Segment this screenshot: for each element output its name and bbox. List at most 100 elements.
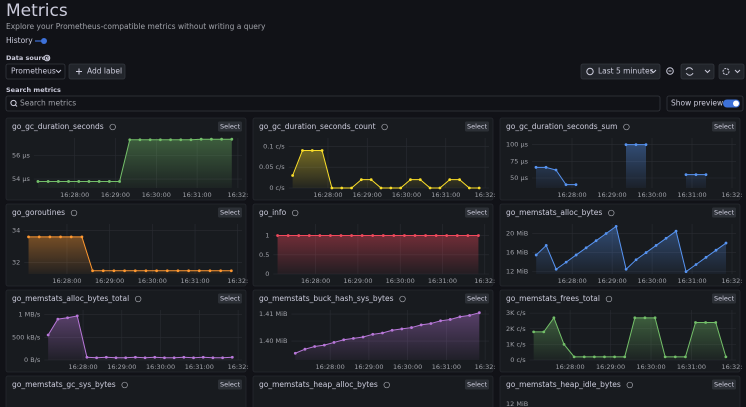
y-tick-label: 1K c/s bbox=[506, 340, 526, 348]
data-point bbox=[133, 269, 137, 273]
data-point bbox=[544, 244, 548, 247]
info-icon bbox=[381, 123, 388, 131]
data-point bbox=[704, 255, 708, 259]
toggle-knob bbox=[733, 100, 739, 107]
select-button[interactable] bbox=[712, 207, 736, 218]
info-icon bbox=[626, 381, 633, 389]
y-tick-label: 34 bbox=[12, 226, 20, 234]
y-tick-label: 20 MiB bbox=[506, 230, 528, 238]
select-button[interactable] bbox=[218, 207, 242, 218]
metric-panel: go_memstats_gc_sys_bytes Select bbox=[5, 375, 247, 407]
data-point bbox=[572, 355, 576, 359]
data-point bbox=[27, 235, 30, 239]
data-point bbox=[564, 183, 568, 187]
data-point bbox=[189, 138, 193, 142]
data-point bbox=[714, 321, 718, 324]
x-tick-label: 16:32: bbox=[475, 191, 496, 199]
data-point bbox=[466, 234, 470, 237]
add-label-button[interactable] bbox=[68, 63, 126, 80]
data-point bbox=[361, 335, 365, 339]
data-point bbox=[209, 137, 213, 141]
select-button[interactable] bbox=[712, 121, 736, 132]
data-point bbox=[694, 263, 698, 266]
x-tick-label: 16:28:00 bbox=[52, 277, 81, 285]
panel-title: go_gc_duration_seconds_sum bbox=[506, 122, 617, 131]
panel-title: go_goroutines bbox=[12, 208, 65, 217]
chevron bbox=[650, 69, 657, 74]
select-button[interactable] bbox=[465, 379, 489, 390]
y-tick-label: 12 MiB bbox=[506, 268, 528, 276]
info-icon bbox=[121, 381, 128, 389]
data-point bbox=[534, 253, 538, 257]
data-point bbox=[381, 331, 384, 335]
data-point bbox=[673, 355, 677, 359]
data-point bbox=[554, 168, 558, 172]
metric-panel: go_memstats_heap_alloc_bytes Select bbox=[252, 375, 494, 407]
data-point bbox=[329, 234, 332, 237]
data-point bbox=[143, 356, 147, 360]
x-tick-label: 16:29:00 bbox=[101, 191, 130, 199]
metric-panel: go_memstats_heap_idle_bytes Select 12 MiB bbox=[499, 375, 741, 407]
select-button[interactable] bbox=[218, 121, 242, 132]
data-point bbox=[389, 186, 393, 190]
x-tick-label: 16:28:00 bbox=[555, 363, 584, 371]
data-point bbox=[448, 318, 452, 321]
data-point bbox=[291, 174, 295, 177]
x-tick-label: 16:29:00 bbox=[596, 363, 625, 371]
data-source-picker[interactable] bbox=[5, 63, 66, 80]
x-tick-label: 16:31:00 bbox=[677, 277, 706, 285]
y-tick-label: 0.1 c/s bbox=[263, 142, 285, 150]
select-text: Select bbox=[220, 123, 241, 131]
series-line bbox=[47, 315, 233, 359]
data-point bbox=[163, 356, 166, 360]
x-tick-label: 16:30:00 bbox=[637, 277, 666, 285]
data-point bbox=[297, 234, 301, 237]
data-point bbox=[36, 180, 40, 183]
history-button[interactable] bbox=[41, 38, 47, 44]
select-button[interactable] bbox=[712, 293, 736, 304]
metric-panel: go_memstats_frees_total Select 3K c/s 2K c/… bbox=[499, 289, 742, 373]
y-tick-label: 0 c/s bbox=[269, 184, 285, 192]
x-tick-label: 16:29:00 bbox=[343, 277, 372, 285]
data-point bbox=[332, 341, 336, 344]
settings-button[interactable] bbox=[718, 63, 745, 80]
data-point bbox=[104, 355, 108, 359]
data-point bbox=[418, 178, 422, 182]
search-input[interactable] bbox=[5, 95, 661, 112]
data-point bbox=[434, 234, 438, 237]
select-button[interactable] bbox=[218, 379, 242, 390]
select-text: Select bbox=[714, 295, 735, 303]
panel-title: go_memstats_alloc_bytes bbox=[506, 208, 602, 217]
select-button[interactable] bbox=[712, 379, 736, 390]
x-tick-label: 16:32: bbox=[721, 363, 742, 371]
select-text: Select bbox=[467, 381, 488, 389]
select-button[interactable] bbox=[218, 293, 242, 304]
x-tick-label: 16:30:00 bbox=[386, 277, 415, 285]
time-picker[interactable] bbox=[580, 63, 661, 80]
data-point bbox=[552, 316, 556, 320]
data-point bbox=[445, 234, 449, 237]
select-button[interactable] bbox=[465, 293, 489, 304]
refresh-icon bbox=[685, 67, 694, 76]
data-point bbox=[124, 356, 128, 360]
data-point bbox=[704, 321, 708, 324]
select-button[interactable] bbox=[465, 207, 489, 218]
metric-panel: go_gc_duration_seconds Select 56 µs 54 µs 16… bbox=[5, 117, 248, 201]
data-point bbox=[192, 356, 195, 360]
metric-panel: go_gc_duration_seconds_sum Select 100 µs 75… bbox=[499, 117, 742, 201]
data-point bbox=[197, 269, 201, 273]
info-icon bbox=[135, 295, 142, 303]
data-point bbox=[477, 311, 481, 315]
zoom-out-button[interactable] bbox=[666, 67, 674, 75]
data-point bbox=[428, 186, 432, 190]
data-point bbox=[75, 314, 79, 318]
data-point bbox=[684, 173, 688, 177]
data-point bbox=[313, 345, 317, 348]
data-point bbox=[148, 138, 152, 142]
select-button[interactable] bbox=[465, 121, 489, 132]
time-range: Last 5 minutes bbox=[598, 67, 654, 76]
y-tick-label: 3K c/s bbox=[506, 309, 526, 317]
data-point bbox=[379, 186, 383, 190]
info-icon bbox=[608, 209, 615, 217]
